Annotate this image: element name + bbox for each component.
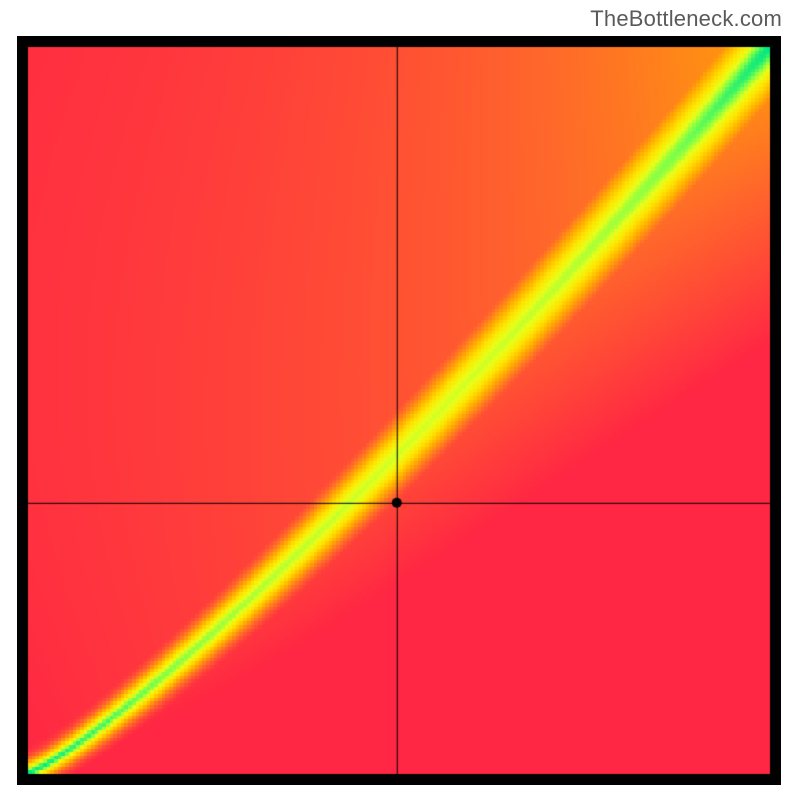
heatmap-plot <box>17 36 781 785</box>
root-container: TheBottleneck.com <box>0 0 800 800</box>
watermark-text: TheBottleneck.com <box>590 6 782 32</box>
heatmap-canvas <box>17 36 781 785</box>
